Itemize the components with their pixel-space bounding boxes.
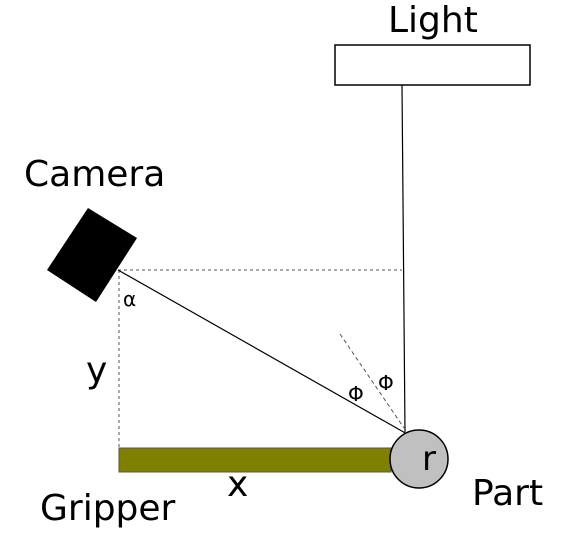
part-label: Part: [472, 473, 543, 514]
phi-left-angle-label: Φ: [348, 382, 364, 406]
radius-label: r: [422, 439, 436, 479]
camera-icon: [47, 208, 137, 302]
part-circle: [389, 429, 449, 489]
phi-right-angle-label: Φ: [378, 371, 394, 395]
x-distance-label: x: [227, 464, 248, 505]
light-source-box: [334, 44, 531, 86]
alpha-angle-label: α: [123, 287, 136, 311]
light-ray-line: [401, 84, 406, 433]
camera-label: Camera: [24, 154, 165, 195]
surface-normal-dashed-line: [339, 333, 405, 429]
light-label: Light: [388, 0, 478, 41]
gripper-bar: [118, 447, 392, 473]
gripper-label: Gripper: [40, 488, 176, 529]
y-distance-label: y: [86, 350, 107, 391]
camera-view-ray-line: [117, 269, 408, 435]
